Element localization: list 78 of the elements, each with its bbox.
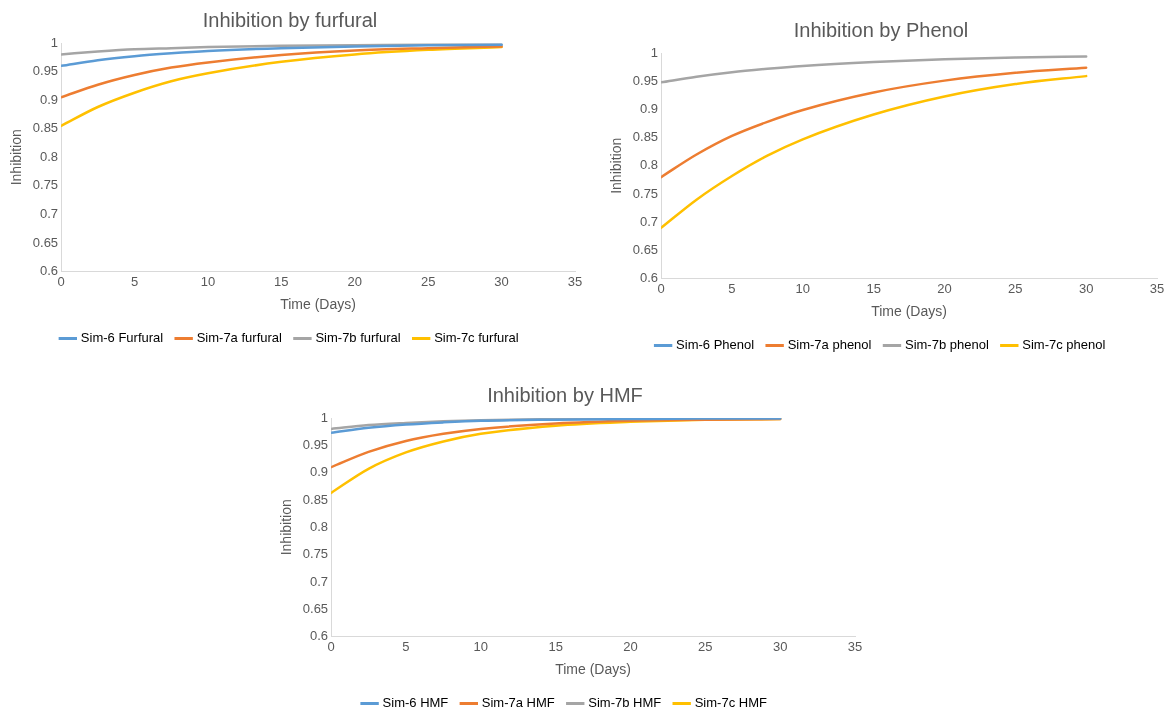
- chart-title: Inhibition by furfural: [202, 8, 378, 31]
- legend-label: Sim-7a furfural: [196, 330, 283, 346]
- x-tick-label: 20: [347, 273, 362, 289]
- y-tick-label: 0.75: [632, 185, 659, 201]
- y-tick-label: 0.9: [40, 91, 59, 107]
- x-tick-label: 30: [772, 638, 788, 654]
- y-tick-label: 0.65: [632, 241, 659, 257]
- x-axis-title: Time (Days): [871, 303, 947, 320]
- y-tick-label: 0.8: [310, 518, 329, 534]
- legend-label: Sim-7b furfural: [315, 330, 401, 346]
- x-tick-label: 25: [1008, 280, 1023, 296]
- legend-label: Sim-7b phenol: [904, 337, 989, 353]
- y-tick-label: 0.6: [310, 628, 329, 644]
- x-tick-label: 15: [274, 273, 289, 289]
- x-tick-label: 10: [795, 280, 811, 296]
- x-axis-title: Time (Days): [280, 296, 356, 313]
- y-tick-label: 0.8: [640, 157, 659, 173]
- y-tick-label: 0.7: [310, 573, 329, 589]
- x-tick-label: 5: [728, 280, 736, 296]
- chart-title: Inhibition by HMF: [487, 383, 643, 406]
- y-axis-title: Inhibition: [608, 137, 625, 194]
- y-tick-label: 0.95: [632, 72, 659, 88]
- x-tick-label: 0: [327, 638, 335, 654]
- x-tick-label: 30: [1078, 280, 1094, 296]
- y-tick-label: 0.85: [302, 491, 329, 507]
- y-tick-label: 1: [650, 44, 659, 60]
- legend-label: Sim-7a HMF: [481, 695, 555, 711]
- x-tick-label: 30: [494, 273, 509, 289]
- y-tick-label: 0.75: [32, 177, 59, 193]
- y-tick-label: 0.6: [40, 263, 59, 279]
- x-tick-label: 35: [847, 638, 863, 654]
- x-tick-label: 20: [623, 638, 638, 654]
- legend-label: Sim-7b HMF: [588, 695, 662, 711]
- chart-title: Inhibition by Phenol: [793, 18, 969, 41]
- y-tick-label: 1: [320, 409, 329, 425]
- line-series: [661, 55, 1088, 84]
- y-tick-label: 0.85: [32, 120, 59, 136]
- line-series: [331, 418, 782, 435]
- y-tick-label: 0.75: [302, 546, 329, 562]
- y-tick-label: 0.9: [640, 100, 659, 116]
- y-tick-label: 0.95: [32, 63, 59, 79]
- legend-label: Sim-6 Furfural: [80, 330, 164, 346]
- y-tick-label: 0.7: [40, 206, 59, 222]
- x-tick-label: 0: [57, 273, 65, 289]
- line-series: [61, 43, 503, 68]
- x-tick-label: 25: [420, 273, 436, 289]
- x-tick-label: 0: [657, 280, 665, 296]
- x-tick-label: 15: [548, 638, 563, 654]
- y-tick-label: 0.6: [640, 270, 659, 286]
- y-tick-label: 0.65: [32, 234, 59, 250]
- legend-label: Sim-6 Phenol: [676, 337, 755, 353]
- y-axis-title: Inhibition: [278, 499, 295, 556]
- x-tick-label: 35: [567, 273, 583, 289]
- y-tick-label: 0.95: [302, 436, 329, 452]
- legend-label: Sim-7c furfural: [434, 330, 519, 346]
- line-series: [661, 66, 1088, 179]
- line-series: [61, 45, 503, 99]
- x-tick-label: 15: [866, 280, 881, 296]
- y-tick-label: 0.65: [302, 600, 329, 616]
- x-tick-label: 35: [1149, 280, 1165, 296]
- y-tick-label: 0.8: [40, 148, 59, 164]
- legend-label: Sim-7c phenol: [1022, 337, 1106, 353]
- legend-label: Sim-7a phenol: [787, 337, 872, 353]
- x-axis-title: Time (Days): [555, 661, 631, 678]
- y-axis-title: Inhibition: [8, 129, 25, 186]
- y-tick-label: 1: [50, 34, 59, 50]
- x-tick-label: 20: [937, 280, 952, 296]
- y-tick-label: 0.7: [640, 213, 659, 229]
- legend-label: Sim-6 HMF: [382, 695, 449, 711]
- x-tick-label: 25: [698, 638, 713, 654]
- x-tick-label: 5: [402, 638, 410, 654]
- x-tick-label: 5: [130, 273, 139, 289]
- y-tick-label: 0.85: [632, 129, 659, 145]
- line-series: [661, 74, 1088, 230]
- x-tick-label: 10: [200, 273, 216, 289]
- y-tick-label: 0.9: [310, 464, 329, 480]
- legend-label: Sim-7c HMF: [694, 695, 767, 711]
- x-tick-label: 10: [473, 638, 489, 654]
